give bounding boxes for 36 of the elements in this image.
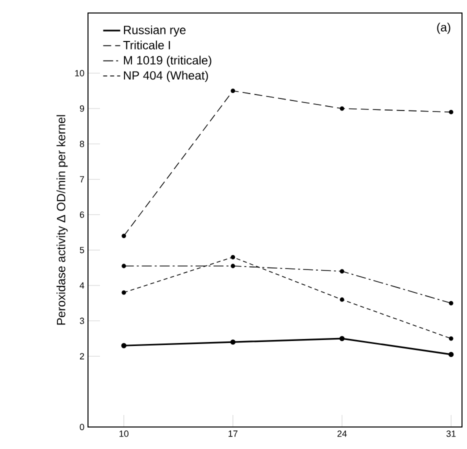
y-tick-label: 3: [80, 318, 84, 324]
y-tick-label: 7: [80, 176, 84, 182]
point: [448, 110, 454, 114]
point: [448, 300, 454, 306]
x-tick-label: 10: [120, 430, 128, 437]
y-tick-label: 5: [80, 246, 84, 254]
y-tick-label: 9: [80, 105, 84, 112]
point: [122, 234, 126, 238]
y-tick-label: 8: [80, 140, 84, 148]
x-tick-label: 31: [446, 430, 456, 437]
y-tick-label: 2: [80, 353, 84, 360]
legend-label: M 1019 (triticale): [124, 56, 212, 67]
point: [230, 264, 236, 268]
point: [340, 297, 344, 302]
x-tick-label: 24: [337, 430, 347, 437]
y-tick-label: 0: [80, 424, 84, 430]
legend-label: Russian rye: [124, 25, 186, 37]
point: [230, 254, 236, 260]
y-tick-label: 6: [80, 212, 84, 218]
y-tick-label: 4: [80, 282, 84, 289]
annotation: (a): [437, 22, 450, 34]
legend-label: Triticale I: [123, 40, 170, 50]
point: [121, 343, 126, 348]
point: [230, 88, 236, 94]
y-axis-title: Peroxidase activity Δ OD/min per kernel: [56, 115, 68, 325]
point: [230, 339, 236, 345]
point: [340, 269, 344, 274]
y-tick-label: 10: [75, 70, 84, 76]
point: [340, 106, 344, 111]
legend-label: NP 404 (Wheat): [124, 70, 208, 82]
point: [339, 336, 345, 342]
x-tick-label: 17: [228, 430, 238, 437]
point: [448, 336, 454, 341]
point: [448, 352, 454, 358]
point: [122, 264, 126, 268]
point: [122, 290, 126, 295]
